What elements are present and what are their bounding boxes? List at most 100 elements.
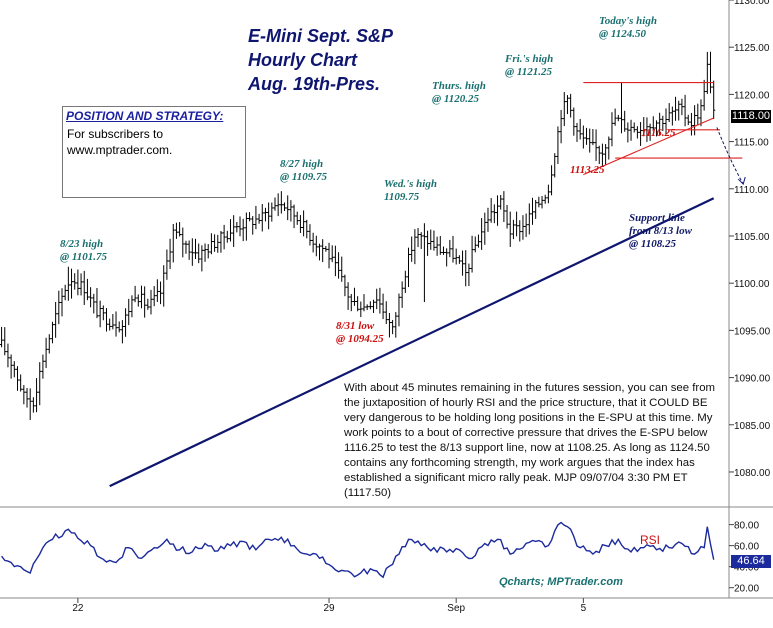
lower-channel-line: [583, 117, 714, 176]
price-bar: [514, 211, 519, 237]
price-bar: [534, 199, 538, 219]
price-bar: [0, 326, 4, 348]
price-bar: [66, 266, 70, 301]
price-bar: [511, 219, 516, 240]
price-bar: [397, 293, 401, 327]
price-bar: [152, 286, 156, 307]
chart-title-line-1: E-Mini Sept. S&P: [248, 26, 394, 46]
support-line-label-2: from 8/13 low: [629, 225, 692, 237]
support-line-label-1: Support line: [629, 212, 685, 224]
price-bar: [702, 79, 706, 111]
price-bar: [371, 299, 376, 313]
price-bar: [445, 248, 449, 267]
price-bar: [410, 236, 414, 262]
price-bar: [486, 207, 490, 232]
price-bar: [333, 245, 337, 277]
price-bar: [527, 203, 531, 235]
price-bar: [15, 366, 20, 391]
price-bar: [543, 194, 547, 204]
price-bar: [98, 300, 102, 328]
price-bar: [270, 202, 274, 222]
price-bar: [607, 136, 611, 160]
price-bar: [480, 217, 484, 250]
price-bar: [206, 244, 210, 259]
projection-arrowhead: [737, 176, 746, 186]
price-bar: [346, 282, 350, 310]
price-bar: [50, 321, 55, 344]
price-bar: [359, 301, 363, 318]
price-bar: [241, 218, 245, 242]
price-bar: [108, 318, 112, 331]
wed-high-value: 1109.75: [384, 191, 420, 203]
price-bar: [197, 243, 201, 264]
price-axis-tick-label: 1105.00: [734, 232, 770, 243]
price-bar: [54, 301, 58, 338]
price-bar: [133, 285, 137, 303]
price-bar: [569, 93, 573, 118]
price-bar: [572, 107, 576, 136]
fri-high-label: Fri.'s high: [505, 53, 554, 65]
price-bar: [187, 240, 191, 260]
price-bar: [317, 243, 322, 261]
price-bar: [699, 99, 703, 127]
price-bar: [301, 210, 306, 237]
price-bar: [438, 235, 442, 255]
aug23-high-label: 8/23 high: [60, 238, 104, 250]
price-axis-tick-label: 1120.00: [734, 90, 770, 101]
price-bar: [667, 103, 671, 123]
price-bar: [225, 230, 229, 243]
price-bar: [403, 270, 407, 293]
price-bar: [495, 195, 500, 226]
price-axis-tick-label: 1115.00: [734, 138, 769, 149]
price-bar: [451, 235, 455, 263]
price-bar: [286, 195, 290, 221]
price-axis-tick-label: 1080.00: [734, 468, 771, 479]
price-bar: [435, 236, 439, 256]
rsi-axis-tick-label: 20.00: [734, 584, 759, 595]
price-bar: [311, 232, 315, 253]
price-bar: [689, 112, 694, 136]
price-bar: [41, 354, 45, 379]
price-bar: [432, 230, 436, 251]
price-bar: [578, 118, 582, 140]
price-bar: [387, 313, 392, 338]
price-bar: [174, 222, 179, 239]
price-bar: [9, 354, 13, 379]
price-bar: [232, 215, 236, 247]
price-bar: [44, 337, 48, 369]
price-bar: [712, 80, 716, 120]
fri-high-value: @ 1121.25: [505, 66, 553, 78]
last-price-marker: 1118.00: [731, 110, 771, 123]
price-bar: [127, 298, 131, 326]
price-bar: [282, 202, 287, 211]
watermark-text: Qcharts; MPTrader.com: [499, 576, 623, 588]
price-bar: [171, 224, 175, 263]
price-bar: [308, 224, 312, 246]
price-bar: [136, 294, 140, 307]
price-bar: [610, 112, 614, 147]
price-bar: [273, 197, 277, 211]
price-bar: [623, 110, 627, 132]
price-bar: [73, 273, 77, 290]
price-bar: [604, 144, 608, 166]
price-bar: [158, 281, 163, 305]
price-bar: [626, 122, 630, 143]
price-bar: [101, 305, 105, 321]
today-high-value: @ 1124.50: [599, 28, 647, 40]
price-bar: [448, 239, 452, 258]
price-bar: [38, 362, 42, 406]
price-bar: [594, 129, 598, 162]
price-bar: [381, 293, 385, 320]
price-bar: [502, 191, 506, 223]
price-bar: [254, 205, 258, 230]
price-bar: [31, 397, 35, 413]
wed-high-label: Wed.'s high: [384, 178, 437, 190]
price-bar: [47, 334, 51, 354]
price-axis-tick-label: 1095.00: [734, 326, 771, 337]
today-high-label: Today's high: [599, 15, 657, 27]
price-bar: [305, 219, 309, 239]
price-bar: [581, 125, 585, 149]
price-bar: [629, 119, 633, 141]
level-1113-label: 1113.25: [570, 164, 605, 176]
